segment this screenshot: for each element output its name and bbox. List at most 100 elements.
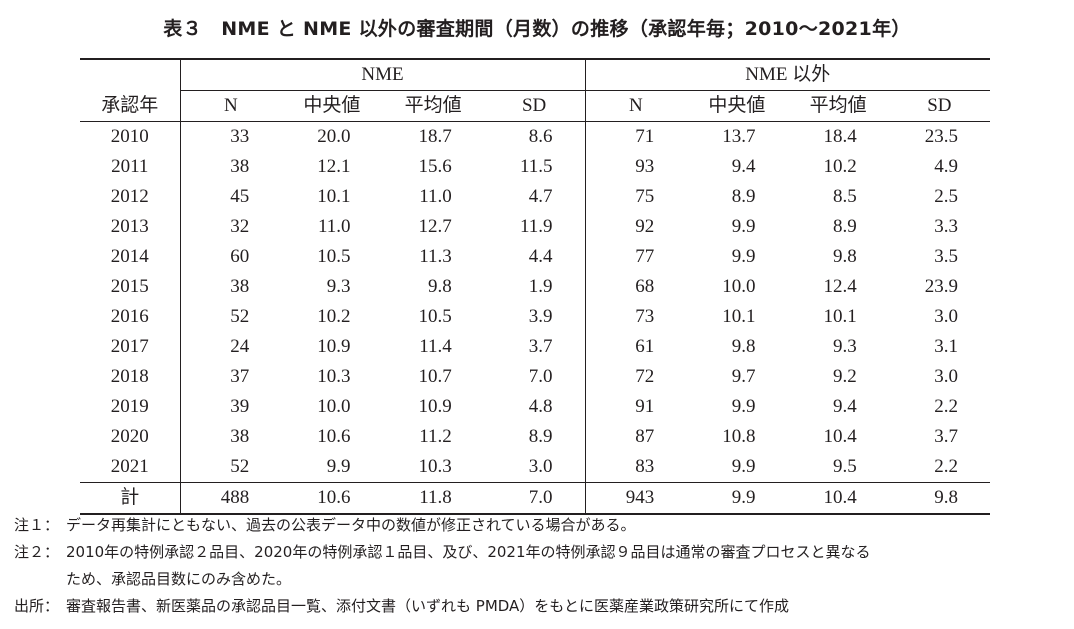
col-header-mean: 平均値 <box>787 90 889 122</box>
non-nme-mean-cell: 9.8 <box>833 246 857 267</box>
column-header-row: N 中央値 平均値 SD N 中央値 平均値 SD <box>80 90 990 122</box>
nme-mean-cell: 12.7 <box>418 216 452 237</box>
non-nme-mean-cell: 10.1 <box>823 306 857 327</box>
nme-mean-cell: 10.5 <box>418 306 452 327</box>
nme-n-cell: 45 <box>179 182 282 212</box>
year-cell: 2017 <box>110 336 149 357</box>
non-nme-n-cell: 71 <box>584 121 687 152</box>
note-text: 審査報告書、新医薬品の承認品目一覧、添付文書（いずれも PMDA）をもとに医薬産… <box>66 597 790 615</box>
year-header: 承認年 <box>80 59 180 122</box>
note-label: 出所： <box>14 597 60 615</box>
nme-n-cell: 37 <box>179 362 282 392</box>
note-label: 注１： <box>14 516 60 534</box>
non-nme-sd-cell: 23.9 <box>924 276 958 297</box>
non-nme-mean-cell: 8.9 <box>833 216 857 237</box>
nme-sd-cell: 3.9 <box>528 306 553 327</box>
nme-mean-cell: 9.8 <box>428 276 452 297</box>
non-nme-sd-cell: 3.0 <box>934 306 958 327</box>
group-header-row: 承認年 NME NME 以外 <box>80 59 990 122</box>
nme-n-cell: 488 <box>179 482 282 514</box>
nme-sd-cell: 4.4 <box>528 246 553 267</box>
non-nme-median-cell: 9.7 <box>731 366 756 387</box>
nme-mean-cell: 10.3 <box>418 456 452 477</box>
non-nme-median-cell: 10.8 <box>722 426 756 447</box>
year-cell: 計 <box>80 482 180 514</box>
non-nme-median-cell: 9.9 <box>731 246 756 267</box>
non-nme-median-cell: 9.9 <box>731 456 756 477</box>
note-text: 2010年の特例承認２品目、2020年の特例承認１品目、及び、2021年の特例承… <box>66 543 871 561</box>
non-nme-median-cell: 13.7 <box>722 126 756 147</box>
non-nme-n-cell: 61 <box>584 332 687 362</box>
non-nme-mean-cell: 18.4 <box>823 126 857 147</box>
non-nme-median-cell: 9.8 <box>731 336 756 357</box>
non-nme-mean-cell: 8.5 <box>833 186 857 207</box>
nme-n-cell: 24 <box>179 332 282 362</box>
non-nme-sd-cell: 2.2 <box>934 456 958 477</box>
nme-mean-cell: 18.7 <box>418 126 452 147</box>
table-row: 2013 32 11.0 12.7 11.9 92 9.9 8.9 3.3 <box>80 212 990 242</box>
non-nme-n-cell: 83 <box>584 452 687 483</box>
non-nme-n-cell: 73 <box>584 302 687 332</box>
nme-mean-cell: 11.8 <box>382 482 484 514</box>
table-row: 2021 52 9.9 10.3 3.0 83 9.9 9.5 2.2 <box>80 452 990 483</box>
col-header-mean: 平均値 <box>382 90 484 122</box>
non-nme-median-cell: 9.9 <box>686 482 788 514</box>
non-nme-n-cell: 91 <box>584 392 687 422</box>
non-nme-sd-cell: 2.2 <box>934 396 958 417</box>
nme-sd-cell: 7.0 <box>528 366 553 387</box>
year-cell: 2011 <box>111 156 149 177</box>
year-cell: 2012 <box>110 186 149 207</box>
table-row: 2016 52 10.2 10.5 3.9 73 10.1 10.1 3.0 <box>80 302 990 332</box>
non-nme-n-cell: 92 <box>584 212 687 242</box>
note-text: ため、承認品目数にのみ含めた。 <box>66 570 292 588</box>
year-cell: 2021 <box>110 456 149 477</box>
nme-mean-cell: 11.0 <box>419 186 452 207</box>
non-nme-median-cell: 9.9 <box>731 396 756 417</box>
nme-median-cell: 10.9 <box>317 336 351 357</box>
nme-n-cell: 33 <box>179 121 282 152</box>
nme-sd-cell: 4.8 <box>528 396 553 417</box>
non-nme-mean-cell: 9.4 <box>833 396 857 417</box>
nme-n-cell: 38 <box>179 422 282 452</box>
nme-median-cell: 9.3 <box>326 276 351 297</box>
nme-median-cell: 10.6 <box>317 426 351 447</box>
year-cell: 2016 <box>110 306 149 327</box>
nme-n-cell: 38 <box>179 152 282 182</box>
nme-median-cell: 10.6 <box>281 482 383 514</box>
year-cell: 2010 <box>110 126 149 147</box>
non-nme-sd-cell: 4.9 <box>934 156 958 177</box>
non-nme-median-cell: 10.0 <box>722 276 756 297</box>
nme-n-cell: 38 <box>179 272 282 302</box>
nme-sd-cell: 11.5 <box>519 156 553 177</box>
nme-sd-cell: 4.7 <box>528 186 553 207</box>
non-nme-n-cell: 72 <box>584 362 687 392</box>
nme-mean-cell: 11.3 <box>419 246 452 267</box>
source-note: 出所： 審査報告書、新医薬品の承認品目一覧、添付文書（いずれも PMDA）をもと… <box>14 593 871 620</box>
non-nme-mean-cell: 10.4 <box>823 426 857 447</box>
nme-sd-cell: 3.7 <box>528 336 553 357</box>
nme-median-cell: 20.0 <box>317 126 351 147</box>
review-period-table: 承認年 NME NME 以外 N 中央値 平均値 SD N 中央値 平均値 SD… <box>80 58 990 515</box>
nme-median-cell: 10.5 <box>317 246 351 267</box>
non-nme-n-cell: 87 <box>584 422 687 452</box>
note-label: 注２： <box>14 543 60 561</box>
non-nme-n-cell: 93 <box>584 152 687 182</box>
nme-n-cell: 52 <box>179 302 282 332</box>
year-cell: 2018 <box>110 366 149 387</box>
table-row: 2015 38 9.3 9.8 1.9 68 10.0 12.4 23.9 <box>80 272 990 302</box>
table-row: 2018 37 10.3 10.7 7.0 72 9.7 9.2 3.0 <box>80 362 990 392</box>
non-nme-n-cell: 77 <box>584 242 687 272</box>
year-cell: 2019 <box>110 396 149 417</box>
non-nme-mean-cell: 9.2 <box>833 366 857 387</box>
nme-sd-cell: 7.0 <box>483 482 585 514</box>
nme-sd-cell: 11.9 <box>519 216 553 237</box>
year-cell: 2013 <box>110 216 149 237</box>
note-2: 注２： 2010年の特例承認２品目、2020年の特例承認１品目、及び、2021年… <box>14 539 871 593</box>
non-nme-median-cell: 8.9 <box>731 186 756 207</box>
table-row: 2012 45 10.1 11.0 4.7 75 8.9 8.5 2.5 <box>80 182 990 212</box>
nme-median-cell: 12.1 <box>317 156 351 177</box>
non-nme-sd-cell: 9.8 <box>888 482 990 514</box>
nme-mean-cell: 15.6 <box>418 156 452 177</box>
nme-n-cell: 39 <box>179 392 282 422</box>
non-nme-median-cell: 10.1 <box>722 306 756 327</box>
